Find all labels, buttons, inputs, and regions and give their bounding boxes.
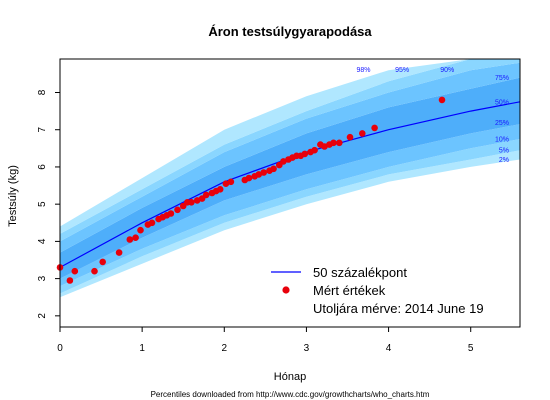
- data-point: [126, 236, 134, 243]
- x-tick-label: 1: [139, 343, 145, 354]
- y-tick-label: 2: [37, 313, 48, 319]
- data-point: [148, 219, 156, 227]
- data-point: [227, 178, 235, 186]
- x-tick-label: 2: [222, 343, 228, 354]
- band-2-5: [60, 150, 520, 298]
- x-tick-label: 0: [57, 343, 63, 354]
- percentile-label: 10%: [495, 137, 509, 144]
- x-tick-label: 5: [468, 343, 474, 354]
- data-point: [245, 174, 253, 182]
- data-point: [132, 234, 139, 241]
- x-tick-label: 4: [386, 343, 392, 354]
- percentile-label: 25%: [495, 120, 509, 127]
- data-point: [301, 150, 309, 158]
- data-point: [260, 169, 268, 176]
- y-tick-label: 5: [37, 201, 48, 207]
- percentile-label: 90%: [440, 67, 454, 74]
- data-point: [167, 210, 175, 217]
- percentile-label: 95%: [395, 67, 409, 74]
- y-tick-label: 7: [37, 127, 48, 133]
- band-50-75: [60, 77, 520, 268]
- data-point: [311, 146, 318, 154]
- data-point: [216, 186, 224, 193]
- data-point: [91, 267, 98, 275]
- footnote: Percentiles downloaded from http://www.c…: [151, 390, 430, 399]
- data-point: [71, 267, 79, 275]
- data-point: [222, 180, 230, 187]
- data-point: [188, 199, 195, 206]
- band-5-10: [60, 139, 520, 294]
- data-point: [137, 226, 144, 234]
- legend-last-measured: Utoljára mérve: 2014 June 19: [313, 301, 484, 316]
- x-tick-label: 3: [304, 343, 310, 354]
- data-point: [174, 206, 181, 214]
- y-tick-label: 6: [37, 164, 48, 170]
- y-tick-label: 3: [37, 275, 48, 281]
- data-point: [346, 133, 354, 141]
- data-point: [115, 249, 123, 256]
- data-point: [66, 277, 74, 284]
- percentile-label: 2%: [499, 157, 509, 164]
- percentile-labels: 2% 5% 10% 25% 50% 75% 90% 95% 98%: [356, 67, 509, 164]
- data-point: [438, 96, 446, 104]
- band-10-25: [60, 124, 520, 287]
- legend: 50 százalékpont Mért értékek Utoljára mé…: [271, 265, 484, 316]
- x-axis-label: Hónap: [274, 371, 306, 383]
- band-75-90: [60, 62, 520, 253]
- percentile-label: 75%: [495, 75, 509, 82]
- data-point: [202, 191, 210, 199]
- x-axis: 0 1 2 3 4 5: [57, 327, 474, 354]
- percentile-label: 50%: [495, 99, 509, 106]
- data-point: [336, 139, 343, 147]
- data-point: [270, 165, 277, 173]
- y-tick-label: 4: [37, 238, 48, 244]
- y-axis: 2 3 4 5 6 7 8: [37, 89, 60, 319]
- data-point: [99, 258, 106, 266]
- data-point: [280, 158, 287, 165]
- data-point: [330, 139, 337, 147]
- chart-title: Áron testsúlygyarapodása: [208, 24, 372, 39]
- plot-frame: [59, 58, 521, 328]
- data-point: [359, 130, 366, 137]
- y-axis-label: Testsúly (kg): [7, 165, 19, 227]
- y-tick-label: 8: [37, 89, 48, 95]
- measured-points: [56, 96, 446, 284]
- percentile-label: 5%: [499, 148, 509, 155]
- legend-median-label: 50 százalékpont: [313, 265, 407, 280]
- legend-measured-label: Mért értékek: [313, 283, 386, 298]
- data-point: [371, 124, 378, 132]
- legend-measured-swatch: [282, 286, 290, 294]
- percentile-bands: [60, 59, 520, 298]
- band-25-50: [60, 101, 520, 279]
- percentile-label: 98%: [356, 67, 370, 74]
